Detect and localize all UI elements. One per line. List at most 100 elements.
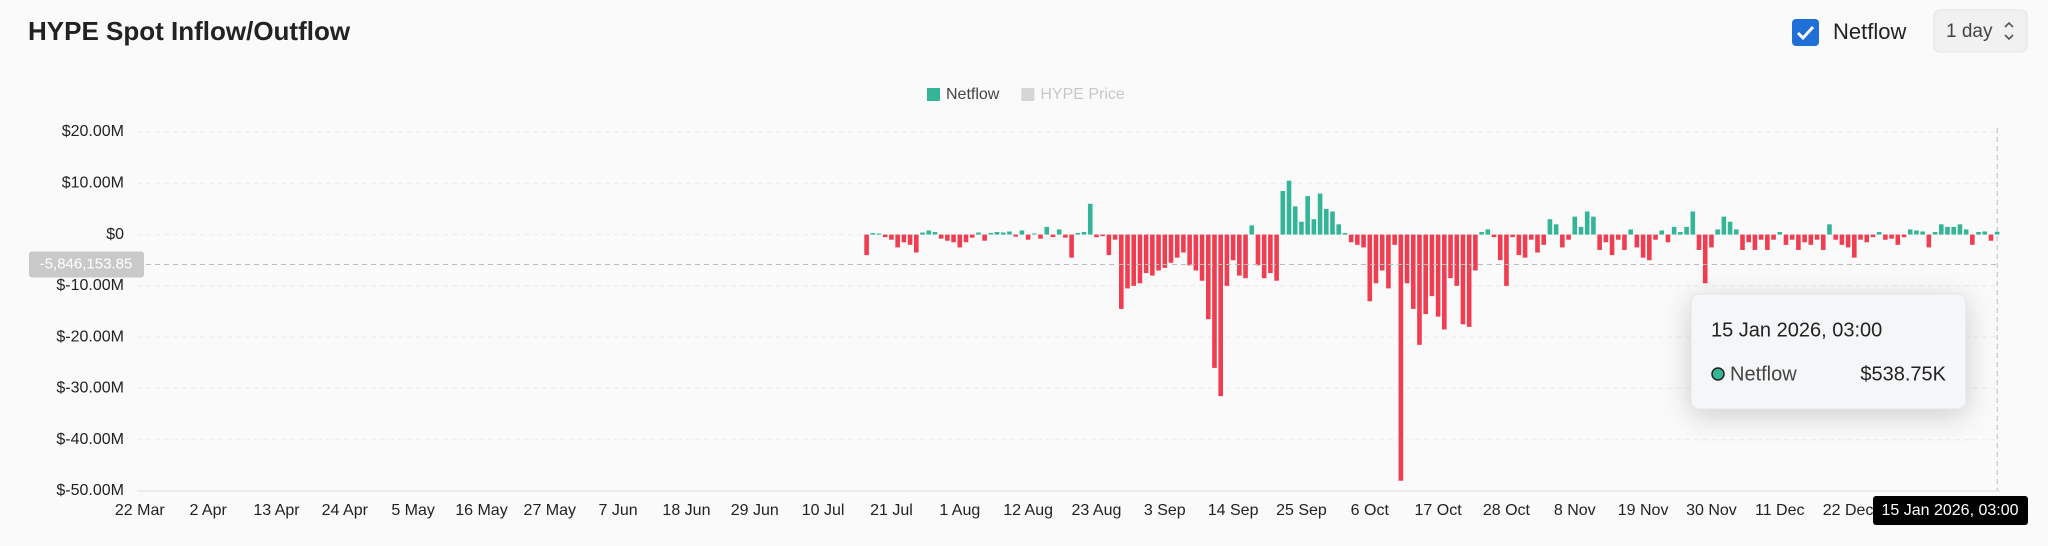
bar [1460,234,1466,325]
bar [1305,196,1310,235]
select-value[interactable]: 1 day [1946,21,1993,42]
bar [1237,234,1242,276]
bar [1839,234,1845,245]
bar [1311,219,1317,235]
bar [1951,226,1957,235]
bar [1069,234,1074,258]
bar [1870,234,1876,238]
bar [1323,208,1329,235]
interval-select[interactable]: 1 day [1933,9,2028,53]
bar [1920,231,1925,235]
y-tick-label: $-10.00M [56,277,124,294]
bar [1541,234,1547,245]
bar [901,234,907,243]
bar [1678,232,1683,235]
bar [1255,234,1261,266]
bar [1547,219,1553,235]
bar [1665,234,1671,243]
legend-label: Netflow [946,86,1000,103]
bar [1640,234,1646,258]
bar [1976,232,1981,235]
x-tick-label: 8 Nov [1554,502,1596,519]
checkbox[interactable] [1792,19,1819,46]
bar [945,234,950,241]
tooltip-value: $538.75K [1860,363,1946,385]
bar [1100,234,1105,237]
bar [1833,234,1838,240]
x-tick-label: 12 Aug [1003,502,1053,519]
bar [1075,233,1081,235]
bar [1355,234,1360,245]
bar [1777,232,1783,235]
x-tick-label: 11 Dec [1755,502,1805,519]
bar [1442,234,1447,330]
bar [1907,229,1913,235]
bar [1771,234,1776,240]
bar [1535,234,1540,253]
bar [1852,234,1857,258]
bar [889,234,894,240]
bar [1423,234,1428,315]
bar [1926,234,1932,248]
bar [1032,233,1037,235]
bar [1050,234,1056,238]
bar [1634,234,1640,248]
bar [1367,234,1373,302]
bar [1901,234,1907,238]
y-tick-label: $0 [106,226,124,243]
chart-title: HYPE Spot Inflow/Outflow [28,16,351,46]
x-tick-label: 24 Apr [322,502,369,519]
x-tick-label: 29 Jun [731,502,779,519]
bar [1224,234,1230,286]
bar [1087,203,1093,235]
x-tick-label: 22 Mar [115,502,165,519]
bar [1783,234,1789,245]
bar [1522,234,1528,258]
bar [1566,234,1571,240]
x-tick-label: 30 Nov [1686,502,1737,519]
bar [1957,224,1963,235]
bar [1982,231,1988,235]
bar [1379,234,1385,271]
bar [957,234,963,248]
bar [1274,234,1279,281]
bar [938,234,944,239]
bar [1292,206,1298,235]
bar [1628,229,1633,235]
bar [1733,229,1739,235]
x-tick-label: 16 May [455,502,507,519]
x-tick-label: 28 Oct [1483,502,1531,519]
bar [1392,234,1397,245]
bar [1820,234,1826,250]
bar [1858,234,1863,240]
bar [1914,230,1919,235]
y-tick-label: $10.00M [62,175,124,192]
bar [1690,211,1696,235]
y-tick-label: $-40.00M [56,431,124,448]
bar [951,234,956,243]
bar [1454,234,1460,286]
bar [1479,232,1484,235]
crosshair-y-label-bg [29,251,144,278]
bar [1553,224,1559,235]
netflow-toggle[interactable]: Netflow [1792,19,1906,46]
bar [1174,234,1180,258]
bar [914,234,919,253]
bar [1473,234,1478,271]
bar [976,232,981,235]
bar [1715,229,1720,235]
bar [1019,230,1025,235]
bar [1572,216,1578,235]
checkbox-label[interactable]: Netflow [1833,19,1906,44]
x-tick-label: 18 Jun [662,502,710,519]
legend-label: HYPE Price [1040,86,1125,103]
bar [1435,234,1441,317]
select-box[interactable] [1933,9,2028,53]
bar [1603,234,1609,243]
bar [1758,234,1764,240]
bar [1429,234,1435,297]
bar [1827,224,1832,235]
bar [1609,234,1615,256]
bar [1845,234,1851,248]
bar [1280,190,1286,235]
